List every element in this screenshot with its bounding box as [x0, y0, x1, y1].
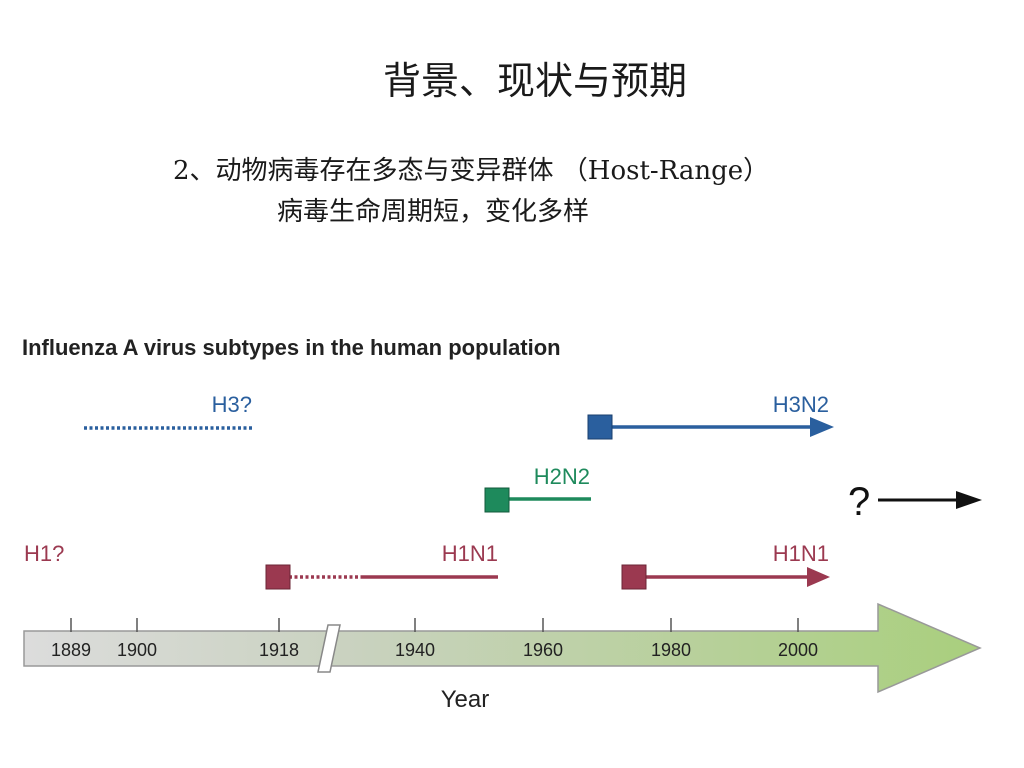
marker-h1n1-second — [621, 564, 647, 590]
marker-h2n2 — [484, 487, 510, 513]
tick-label: 1889 — [51, 640, 91, 660]
label-h1-question: H1? — [24, 541, 64, 566]
tick-label: 2000 — [778, 640, 818, 660]
marker-h1n1-first — [265, 564, 291, 590]
arrowhead-h1n1-second — [807, 567, 830, 587]
timeline-axis-arrow — [23, 602, 982, 694]
tick-label: 1960 — [523, 640, 563, 660]
future-question-mark: ? — [848, 480, 870, 524]
tick-label: 1900 — [117, 640, 157, 660]
tick-label: 1980 — [651, 640, 691, 660]
subtitle-line-1: 2、动物病毒存在多态与变异群体 （Host-Range） — [173, 156, 770, 186]
subtitle-line-2: 病毒生命周期短，变化多样 — [277, 197, 590, 227]
label-h1n1-first: H1N1 — [442, 541, 498, 566]
arrowhead-h3n2 — [810, 417, 834, 437]
label-h1n1-second: H1N1 — [773, 541, 829, 566]
axis-break — [317, 624, 341, 673]
future-arrowhead — [956, 491, 982, 509]
label-h2n2: H2N2 — [534, 464, 590, 489]
label-h3n2: H3N2 — [773, 392, 829, 417]
marker-h3n2 — [587, 414, 613, 440]
axis-label: Year — [441, 686, 490, 713]
label-h3-question: H3? — [212, 392, 252, 417]
tick-label: 1918 — [259, 640, 299, 660]
tick-marks — [70, 618, 799, 632]
tick-label: 1940 — [395, 640, 435, 660]
slide-title: 背景、现状与预期 — [382, 59, 687, 103]
figure-title: Influenza A virus subtypes in the human … — [22, 335, 561, 360]
